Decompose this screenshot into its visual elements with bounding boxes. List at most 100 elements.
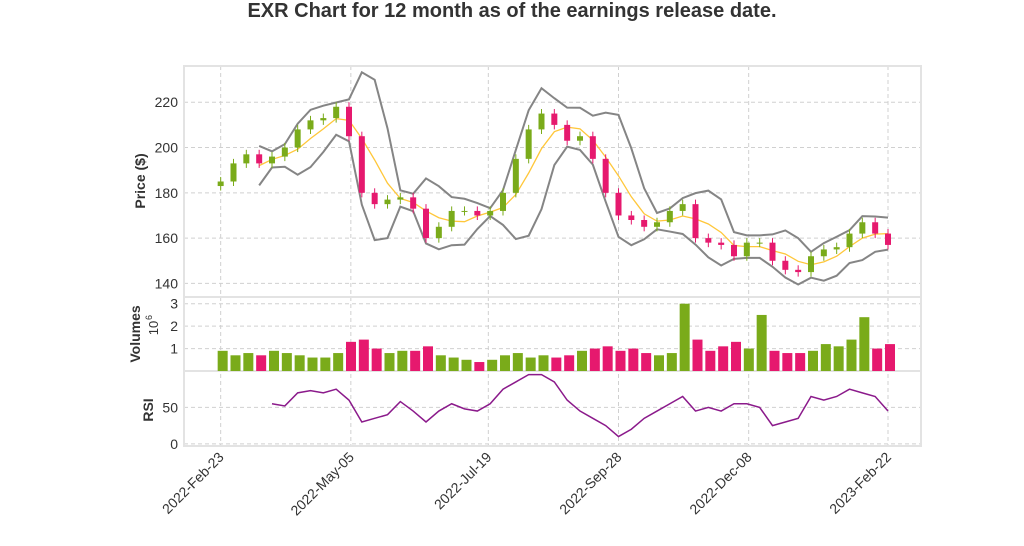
candle-body bbox=[333, 106, 340, 119]
bollinger-lower-line bbox=[258, 133, 889, 286]
volume-bar bbox=[885, 344, 895, 371]
volume-bar bbox=[756, 314, 767, 371]
volume-bar bbox=[333, 353, 344, 371]
candle-body bbox=[269, 156, 275, 164]
volume-bar bbox=[525, 357, 536, 371]
candle-body bbox=[397, 197, 404, 200]
candle-body bbox=[589, 136, 596, 159]
plot-frame bbox=[183, 65, 922, 447]
candle-body bbox=[654, 222, 660, 227]
x-tick-label: 2022-Jul-19 bbox=[431, 449, 495, 513]
volume-bar bbox=[859, 317, 870, 371]
volume-bar bbox=[577, 350, 587, 371]
bollinger-upper-line bbox=[258, 70, 889, 254]
sma-line bbox=[258, 117, 889, 266]
volume-bar bbox=[512, 353, 523, 371]
volume-bar bbox=[654, 355, 664, 371]
volume-bar bbox=[692, 339, 703, 371]
candle-body bbox=[628, 215, 635, 220]
price-y-tick-label: 200 bbox=[155, 140, 179, 156]
volume-bar bbox=[551, 357, 562, 371]
candle-body bbox=[423, 208, 429, 239]
volume-bar bbox=[358, 339, 369, 371]
x-tick-label: 2022-Dec-08 bbox=[686, 449, 755, 518]
volume-bar bbox=[294, 355, 305, 371]
volume-bar bbox=[666, 353, 677, 371]
x-tick-label: 2022-May-05 bbox=[287, 449, 357, 519]
candle-body bbox=[256, 154, 263, 164]
candle-body bbox=[500, 192, 506, 211]
volume-y-tick-label: 3 bbox=[170, 296, 178, 312]
volume-y-tick-label: 2 bbox=[170, 318, 178, 334]
candle-body bbox=[577, 136, 583, 141]
candle-body bbox=[474, 210, 481, 216]
candle-body bbox=[294, 129, 301, 148]
volume-bar bbox=[435, 355, 446, 371]
volume-bar bbox=[243, 353, 254, 371]
candle-body bbox=[551, 113, 558, 125]
price-ylabel: Price ($) bbox=[132, 153, 148, 208]
volume-bar bbox=[795, 353, 806, 371]
volume-bar bbox=[564, 355, 575, 371]
candle-body bbox=[435, 226, 442, 239]
volume-bar bbox=[679, 303, 690, 371]
candle-body bbox=[538, 113, 545, 130]
candle-body bbox=[448, 210, 455, 227]
price-y-tick-label: 180 bbox=[155, 185, 179, 201]
candle-body bbox=[384, 199, 391, 205]
candle-body bbox=[679, 204, 686, 211]
volume-bar bbox=[808, 350, 818, 371]
candle-body bbox=[320, 118, 327, 121]
volume-bar bbox=[423, 346, 433, 371]
candle-body bbox=[602, 158, 609, 193]
volume-bar bbox=[281, 353, 292, 371]
volume-bar bbox=[615, 350, 626, 371]
candle-body bbox=[731, 244, 737, 257]
volume-bar bbox=[320, 357, 331, 371]
volume-bar bbox=[487, 359, 498, 371]
volume-bar bbox=[846, 339, 857, 371]
candle-body bbox=[705, 238, 712, 243]
volume-bar bbox=[589, 348, 600, 371]
candle-body bbox=[410, 197, 417, 209]
candle-body bbox=[307, 120, 314, 130]
candle-body bbox=[859, 222, 866, 234]
volume-bar bbox=[731, 341, 741, 371]
volume-bar bbox=[269, 350, 279, 371]
candle-body bbox=[692, 204, 699, 239]
candle-body bbox=[666, 210, 673, 223]
volume-bar bbox=[782, 353, 793, 371]
candle-body bbox=[371, 192, 378, 205]
volume-bar bbox=[833, 346, 844, 371]
rsi-y-tick-label: 50 bbox=[162, 399, 178, 415]
price-y-tick-label: 220 bbox=[155, 94, 179, 110]
volume-bar bbox=[641, 353, 652, 371]
volume-bar bbox=[461, 359, 472, 371]
candle-body bbox=[782, 260, 789, 270]
candle-body bbox=[358, 136, 365, 193]
volume-bar bbox=[872, 348, 883, 371]
candle-body bbox=[281, 147, 288, 157]
volume-bar bbox=[371, 348, 382, 371]
x-tick-label: 2022-Feb-23 bbox=[159, 449, 227, 517]
candle-body bbox=[487, 210, 494, 216]
volume-bar bbox=[346, 341, 356, 371]
candle-body bbox=[756, 242, 763, 244]
volume-bar bbox=[602, 346, 613, 371]
volume-unit-exp: 6 bbox=[144, 315, 154, 320]
rsi-line bbox=[271, 373, 889, 438]
candle-body bbox=[743, 242, 750, 257]
volume-bar bbox=[820, 344, 831, 371]
volume-bar bbox=[743, 348, 754, 371]
candle-body bbox=[795, 269, 802, 273]
volume-bar bbox=[410, 350, 421, 371]
candle-body bbox=[846, 233, 853, 248]
volume-bar bbox=[628, 348, 639, 371]
x-tick-label: 2022-Sep-28 bbox=[556, 449, 625, 518]
chart-title: EXR Chart for 12 month as of the earning… bbox=[247, 0, 776, 22]
volume-bar bbox=[397, 350, 408, 371]
candle-body bbox=[217, 181, 224, 187]
volume-unit-base: 10 bbox=[146, 321, 161, 335]
